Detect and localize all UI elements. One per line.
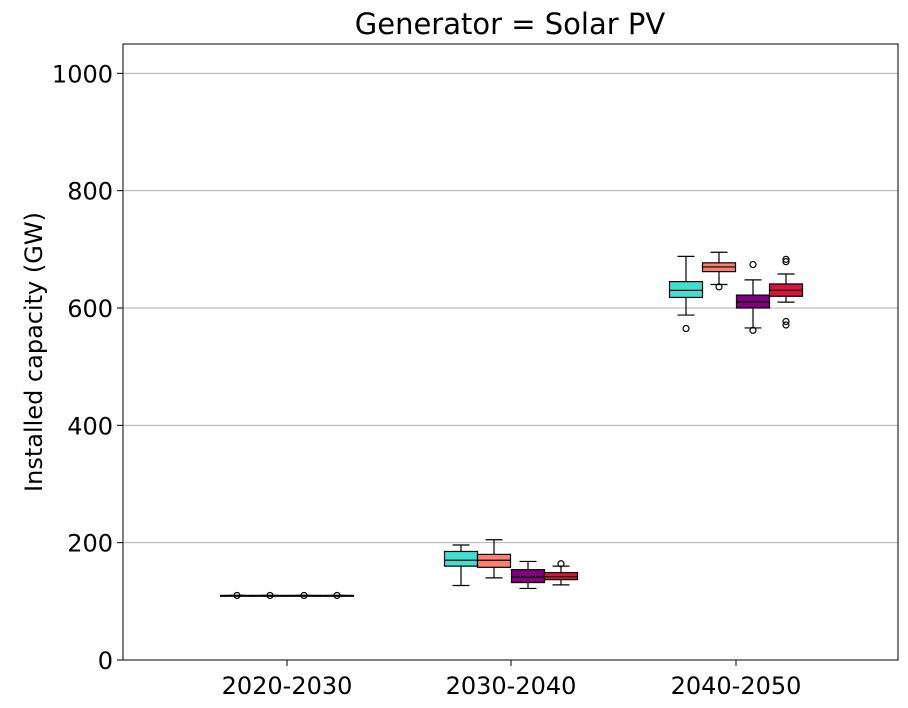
x-tick-label: 2040-2050	[671, 672, 802, 700]
outlier-point	[749, 260, 757, 269]
y-tick-label: 400	[67, 412, 113, 440]
box-plot	[443, 544, 479, 587]
outlier-point	[333, 591, 341, 600]
outlier-point	[749, 326, 757, 334]
box-plot	[701, 251, 737, 291]
outlier-point	[782, 317, 790, 326]
outlier-point	[557, 560, 565, 568]
box-plot	[319, 591, 355, 600]
box-plot	[286, 591, 322, 600]
y-tick-label: 1000	[52, 60, 113, 88]
box-plot	[476, 539, 512, 579]
outlier-point	[682, 324, 690, 333]
box-iqr	[668, 281, 704, 299]
y-tick-label: 0	[98, 647, 113, 675]
y-tick-label: 600	[67, 295, 113, 323]
outlier-point	[782, 258, 790, 266]
chart-title: Generator = Solar PV	[355, 7, 666, 41]
outlier-point	[300, 591, 308, 600]
outlier-point	[715, 283, 723, 291]
box-plot	[668, 255, 704, 333]
box-plot	[735, 260, 771, 334]
box-plot	[768, 255, 804, 329]
outlier-point	[266, 591, 274, 600]
box-plot	[510, 560, 546, 590]
axes: 0 200 400 600 800 1000 2020-2030 2030-2040 2040-…	[52, 60, 801, 700]
y-axis-label: Installed capacity (GW)	[20, 212, 48, 492]
outlier-point	[782, 255, 790, 263]
y-tick-label: 800	[67, 178, 113, 206]
boxes	[219, 251, 804, 600]
gridlines	[123, 72, 898, 661]
box-iqr	[510, 569, 546, 584]
outlier-point	[782, 321, 790, 329]
box-plot	[543, 560, 579, 586]
box-plot	[219, 591, 255, 600]
outlier-point	[233, 591, 241, 600]
x-tick-label: 2020-2030	[222, 672, 353, 700]
box-iqr	[443, 550, 479, 567]
box-plot	[252, 591, 288, 600]
x-tick-label: 2030-2040	[446, 672, 577, 700]
y-tick-label: 200	[67, 530, 113, 558]
